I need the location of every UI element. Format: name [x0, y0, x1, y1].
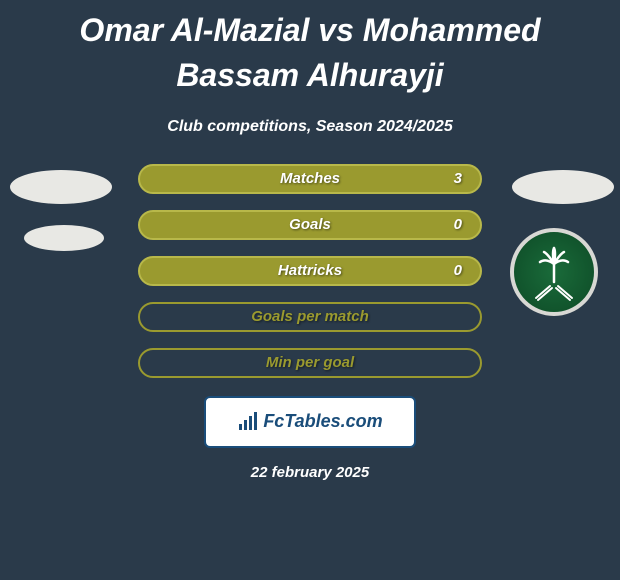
stat-bar-goals: Goals 0: [138, 210, 482, 240]
footer-brand-text: FcTables.com: [263, 411, 382, 432]
stat-bar-min-per-goal: Min per goal: [138, 348, 482, 378]
stat-label: Goals: [289, 216, 331, 233]
swords-icon: [532, 282, 576, 302]
club-logo: [510, 228, 598, 316]
stat-bar-matches: Matches 3: [138, 164, 482, 194]
player-badge-left-bottom: [24, 225, 104, 251]
stat-bar-goals-per-match: Goals per match: [138, 302, 482, 332]
stat-value: 3: [454, 170, 462, 187]
stat-label: Hattricks: [278, 262, 342, 279]
footer-brand-badge: FcTables.com: [204, 396, 416, 448]
palm-tree-icon: [534, 244, 574, 284]
subtitle: Club competitions, Season 2024/2025: [0, 118, 620, 136]
stat-label: Matches: [280, 170, 340, 187]
stat-value: 0: [454, 216, 462, 233]
date-text: 22 february 2025: [0, 464, 620, 481]
player-badge-right-top: [512, 170, 614, 204]
stat-label: Min per goal: [266, 354, 354, 371]
stat-label: Goals per match: [251, 308, 369, 325]
chart-icon: [237, 412, 259, 432]
stat-value: 0: [454, 262, 462, 279]
player-badge-left-top: [10, 170, 112, 204]
stat-bar-hattricks: Hattricks 0: [138, 256, 482, 286]
page-title: Omar Al-Mazial vs Mohammed Bassam Alhura…: [0, 0, 620, 98]
